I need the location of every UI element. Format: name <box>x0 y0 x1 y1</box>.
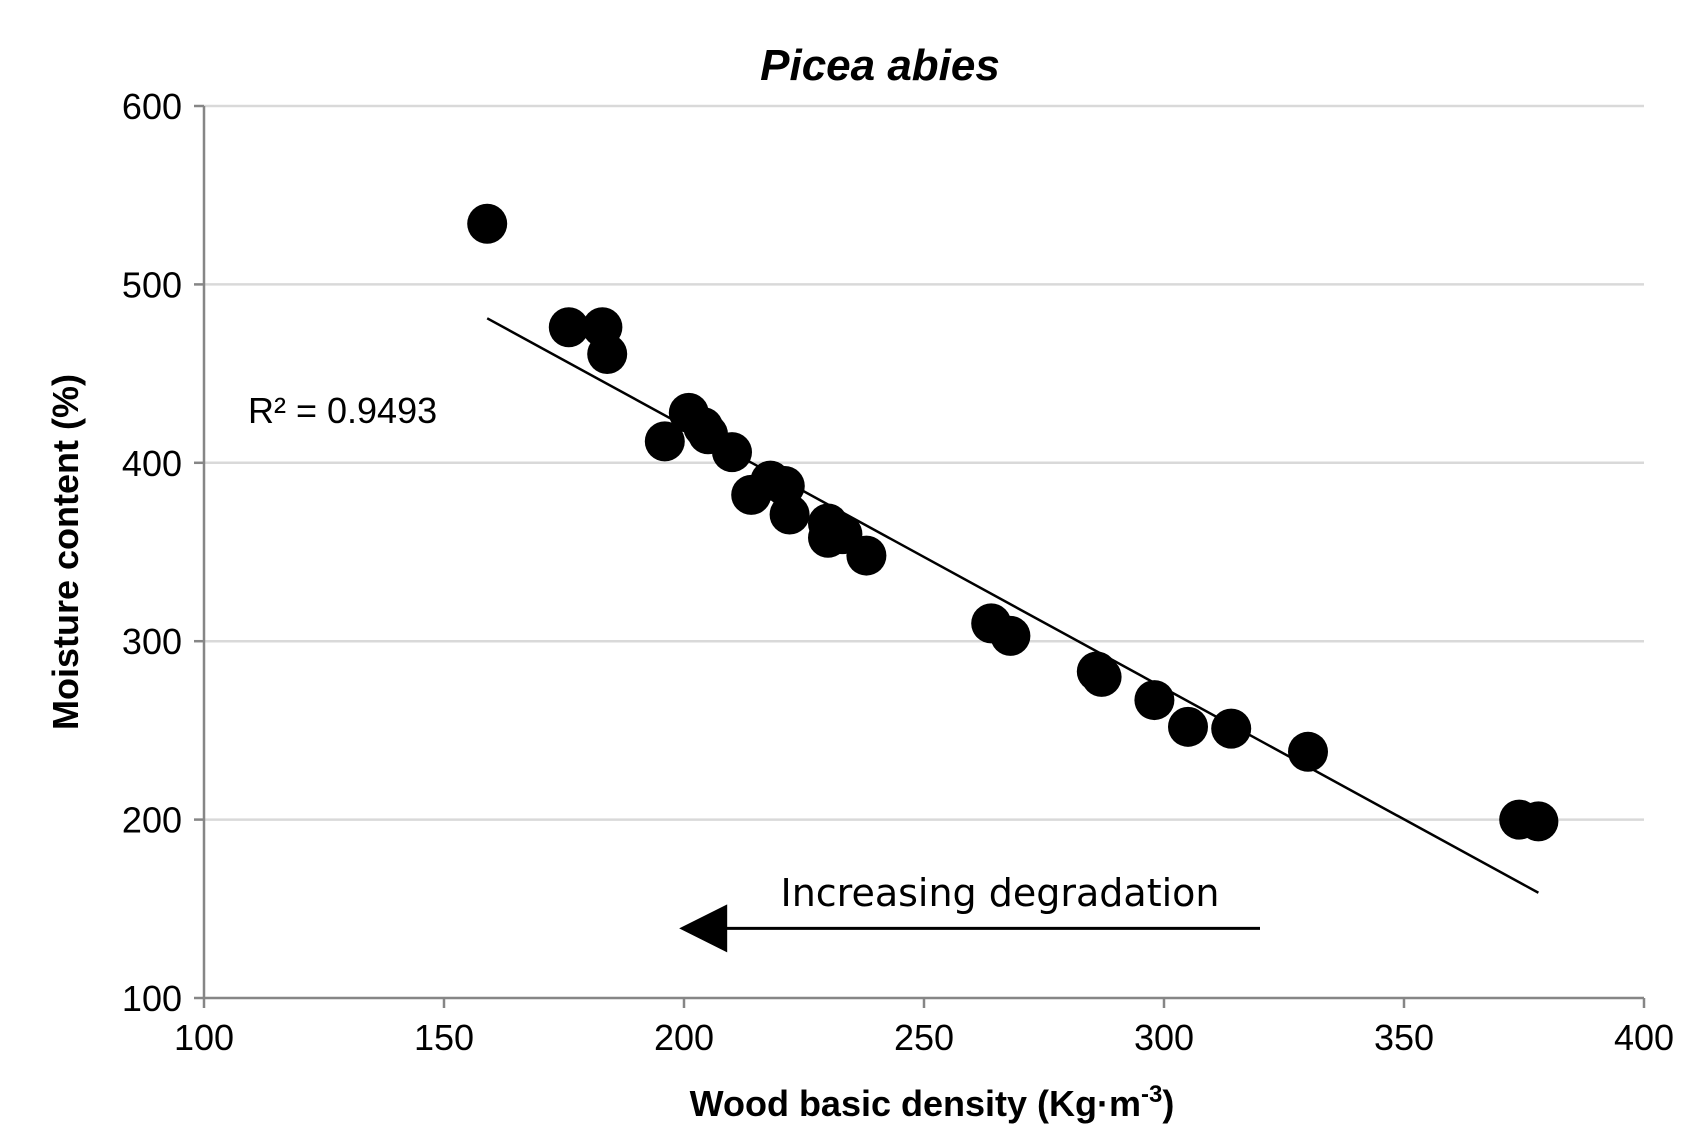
y-tick-label-500: 500 <box>122 264 182 305</box>
x-axis-title-suffix: ) <box>1162 1083 1174 1124</box>
data-point <box>1211 708 1252 749</box>
data-points <box>467 203 1559 842</box>
data-point <box>712 432 752 473</box>
x-tick-label-400: 400 <box>1614 1017 1674 1058</box>
data-point <box>990 615 1031 656</box>
y-tick-label-400: 400 <box>122 443 182 484</box>
x-axis-title-main: Wood basic density (Kg·m <box>690 1083 1141 1124</box>
y-tick-label-600: 600 <box>122 86 182 127</box>
data-point <box>587 333 628 374</box>
data-point <box>1168 706 1208 747</box>
y-axis-title: Moisture content (%) <box>45 374 86 730</box>
trendline-group <box>486 317 1539 894</box>
x-tick-label-250: 250 <box>894 1017 954 1058</box>
degradation-arrow-head <box>679 904 728 953</box>
x-tick-label-350: 350 <box>1374 1017 1434 1058</box>
x-tick-label-300: 300 <box>1134 1017 1194 1058</box>
data-point <box>548 307 589 348</box>
x-axis-title: Wood basic density (Kg·m-3) <box>690 1081 1175 1124</box>
y-tick-label-200: 200 <box>122 800 182 841</box>
axes: 100 200 300 400 500 600 100 150 200 250 300 350 400 <box>122 86 1674 1058</box>
annotation-group <box>679 904 1260 953</box>
y-tick-label-100: 100 <box>122 978 182 1019</box>
chart-title: Picea abies <box>760 41 1000 90</box>
data-point <box>1134 680 1175 721</box>
gridlines <box>204 104 1644 821</box>
data-point <box>1518 801 1559 842</box>
data-point <box>644 421 685 462</box>
x-tick-label-100: 100 <box>174 1017 234 1058</box>
r-squared-label: R² = 0.9493 <box>248 390 437 431</box>
linear-trendline <box>486 317 1539 894</box>
x-tick-label-200: 200 <box>654 1017 714 1058</box>
data-point <box>1081 656 1122 697</box>
y-tick-label-300: 300 <box>122 621 182 662</box>
x-tick-label-150: 150 <box>414 1017 474 1058</box>
data-point <box>1288 731 1328 772</box>
x-axis-title-superscript: -3 <box>1141 1081 1162 1108</box>
degradation-label: Increasing degradation <box>780 871 1219 915</box>
data-point <box>467 203 508 244</box>
data-point <box>846 535 887 576</box>
data-point <box>769 494 810 535</box>
